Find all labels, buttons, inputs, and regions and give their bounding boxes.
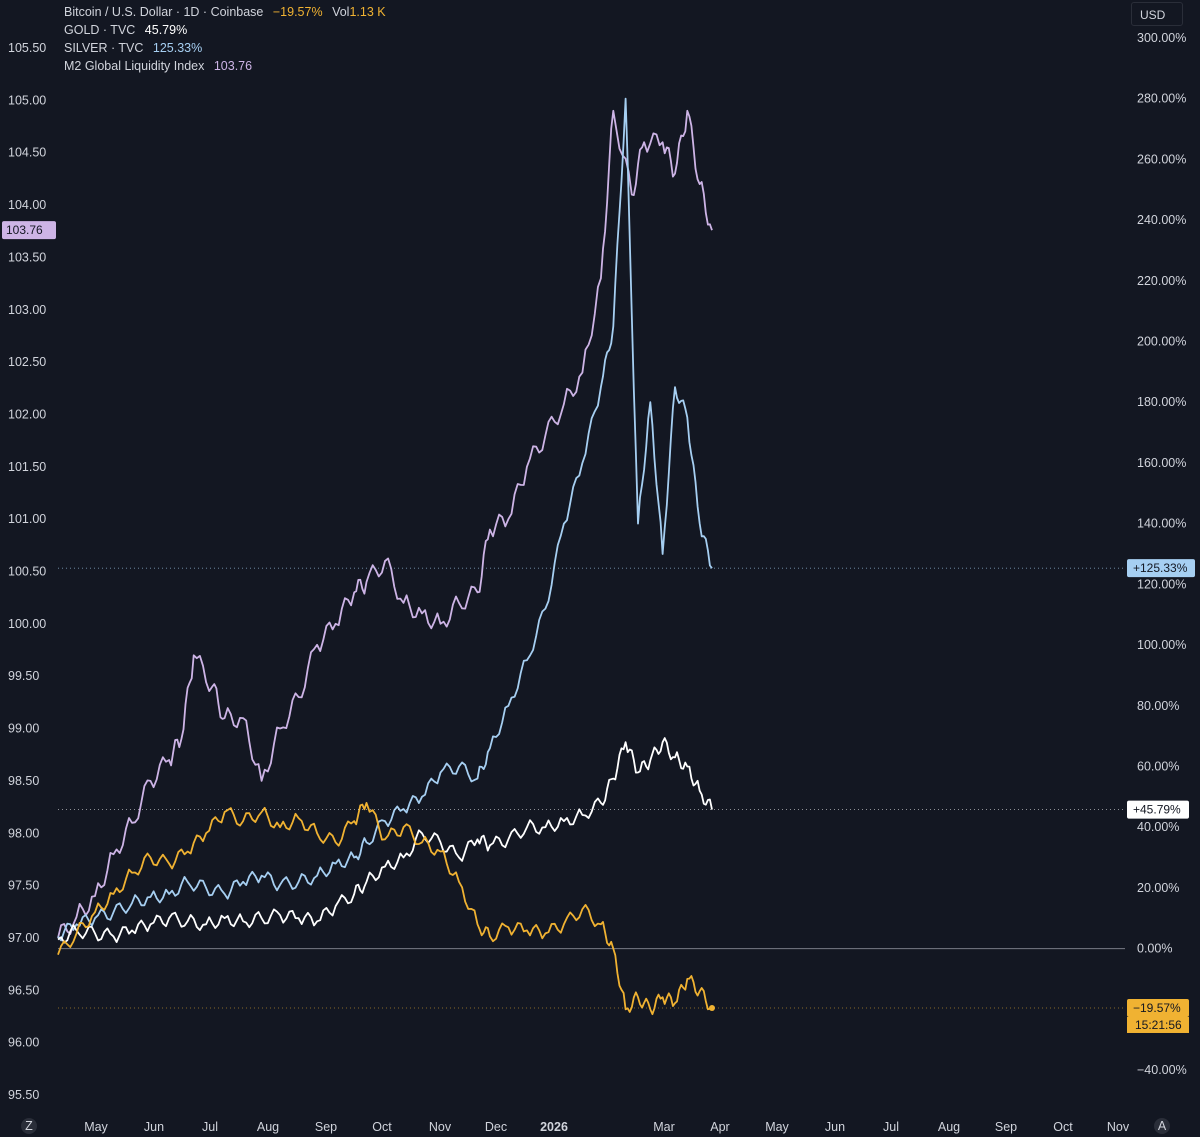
time-axis-label: Sep <box>995 1120 1017 1134</box>
legend-value-bitcoin: −19.57% <box>272 5 323 19</box>
legend-volume-label: Vol <box>332 5 350 19</box>
gold-price-tag-label: +45.79% <box>1133 803 1181 817</box>
legend-row-gold[interactable]: GOLD · TVC 45.79% <box>64 21 386 39</box>
right-tick-label: 160.00% <box>1137 456 1186 470</box>
time-axis-label: Mar <box>653 1120 675 1134</box>
silver-price-tag <box>1127 559 1195 578</box>
time-axis-label: Nov <box>429 1120 452 1134</box>
gold-price-tag <box>1127 800 1189 819</box>
bitcoin-countdown-label: 15:21:56 <box>1135 1018 1182 1032</box>
time-axis-label: May <box>765 1120 789 1134</box>
right-tick-label: 240.00% <box>1137 213 1186 227</box>
left-tick-label: 104.00 <box>8 198 46 212</box>
silver-price-tag-label: +125.33% <box>1133 561 1188 575</box>
time-axis-label: Jul <box>883 1120 899 1134</box>
time-axis-label: Jun <box>144 1120 164 1134</box>
left-price-axis: 95.50 96.00 96.50 97.00 97.50 98.00 98.50 99.00… <box>8 41 46 1102</box>
price-tags: 103.76 +125.33% +45.79% −19.57% 15:21:56 <box>2 221 1195 1033</box>
m2-price-tag-label: 103.76 <box>6 223 43 237</box>
right-tick-label: 0.00% <box>1137 942 1172 956</box>
time-axis-label: Dec <box>485 1120 507 1134</box>
left-tick-label: 104.50 <box>8 146 46 160</box>
left-tick-label: 105.50 <box>8 41 46 55</box>
time-axis-label: Sep <box>315 1120 337 1134</box>
series-line-0 <box>57 109 713 939</box>
right-tick-label: 40.00% <box>1137 820 1179 834</box>
right-tick-label: 140.00% <box>1137 517 1186 531</box>
right-tick-label: 20.00% <box>1137 881 1179 895</box>
legend-volume-value: 1.13 K <box>349 5 386 19</box>
right-tick-label: 100.00% <box>1137 638 1186 652</box>
right-tick-label: 200.00% <box>1137 335 1186 349</box>
bitcoin-countdown-tag <box>1127 1016 1189 1033</box>
right-percent-axis: −40.00%−20.00%0.00%20.00%40.00%60.00%80.… <box>1137 31 1187 1077</box>
left-tick-label: 97.00 <box>8 931 39 945</box>
legend-value-m2: 103.76 <box>213 59 253 73</box>
bitcoin-price-tag-label: −19.57% <box>1133 1001 1181 1015</box>
legend-name-bitcoin: Bitcoin / U.S. Dollar · 1D · Coinbase <box>64 5 264 19</box>
legend-value-gold: 45.79% <box>144 23 188 37</box>
legend-row-bitcoin[interactable]: Bitcoin / U.S. Dollar · 1D · Coinbase −1… <box>64 3 386 21</box>
auto-scale-icon-label: A <box>1158 1119 1167 1133</box>
legend: Bitcoin / U.S. Dollar · 1D · Coinbase −1… <box>64 3 386 75</box>
time-axis-label: Aug <box>938 1120 960 1134</box>
legend-value-silver: 125.33% <box>152 41 203 55</box>
left-tick-label: 96.00 <box>8 1036 39 1050</box>
left-tick-label: 97.50 <box>8 879 39 893</box>
m2-price-tag <box>2 221 56 240</box>
right-tick-label: 60.00% <box>1137 759 1179 773</box>
right-tick-label: 300.00% <box>1137 31 1186 45</box>
right-tick-label: 280.00% <box>1137 92 1186 106</box>
left-tick-label: 102.00 <box>8 407 46 421</box>
left-tick-label: 100.00 <box>8 617 46 631</box>
right-tick-label: 180.00% <box>1137 395 1186 409</box>
time-axis-label: Oct <box>1053 1120 1073 1134</box>
zoom-icon-label: Z <box>25 1119 33 1133</box>
zoom-icon <box>21 1118 37 1134</box>
time-axis: May Jun Jul Aug Sep Oct Nov Dec 2026 Mar Apr May Jun… <box>0 1113 1200 1137</box>
left-tick-label: 101.50 <box>8 460 46 474</box>
series-line-1 <box>57 97 713 942</box>
time-axis-label: Jun <box>825 1120 845 1134</box>
right-tick-label: 260.00% <box>1137 152 1186 166</box>
time-axis-label: Nov <box>1107 1120 1130 1134</box>
legend-row-m2[interactable]: M2 Global Liquidity Index 103.76 <box>64 57 386 75</box>
left-tick-label: 101.00 <box>8 512 46 526</box>
series-line-3 <box>57 802 713 1016</box>
right-tick-label: 220.00% <box>1137 274 1186 288</box>
left-tick-label: 103.00 <box>8 303 46 317</box>
bitcoin-price-tag <box>1127 998 1189 1017</box>
bitcoin-last-point <box>709 1004 715 1011</box>
left-tick-label: 100.50 <box>8 565 46 579</box>
left-tick-label: 99.00 <box>8 722 39 736</box>
right-tick-label: −40.00% <box>1137 1063 1187 1077</box>
legend-name-m2: M2 Global Liquidity Index <box>64 59 205 73</box>
series-layer <box>57 97 713 1016</box>
time-axis-label: Jul <box>202 1120 218 1134</box>
right-tick-label: 120.00% <box>1137 577 1186 591</box>
left-tick-label: 98.50 <box>8 774 39 788</box>
left-tick-label: 95.50 <box>8 1088 39 1102</box>
left-tick-label: 99.50 <box>8 669 39 683</box>
legend-name-silver: SILVER · TVC <box>64 41 144 55</box>
left-tick-label: 105.00 <box>8 93 46 107</box>
time-axis-label: May <box>84 1120 108 1134</box>
time-axis-label: Oct <box>372 1120 392 1134</box>
time-axis-label: Aug <box>257 1120 279 1134</box>
left-tick-label: 103.50 <box>8 250 46 264</box>
right-tick-label: 80.00% <box>1137 699 1179 713</box>
series-line-2 <box>57 737 713 944</box>
left-tick-label: 98.00 <box>8 826 39 840</box>
time-axis-label: 2026 <box>540 1120 568 1134</box>
legend-row-silver[interactable]: SILVER · TVC 125.33% <box>64 39 386 57</box>
legend-name-gold: GOLD · TVC <box>64 23 136 37</box>
left-tick-label: 96.50 <box>8 983 39 997</box>
time-axis-background <box>0 1113 1200 1137</box>
left-tick-label: 102.50 <box>8 355 46 369</box>
time-axis-label: Apr <box>710 1120 729 1134</box>
currency-button[interactable]: USD <box>1131 2 1183 26</box>
auto-scale-icon <box>1154 1118 1170 1134</box>
